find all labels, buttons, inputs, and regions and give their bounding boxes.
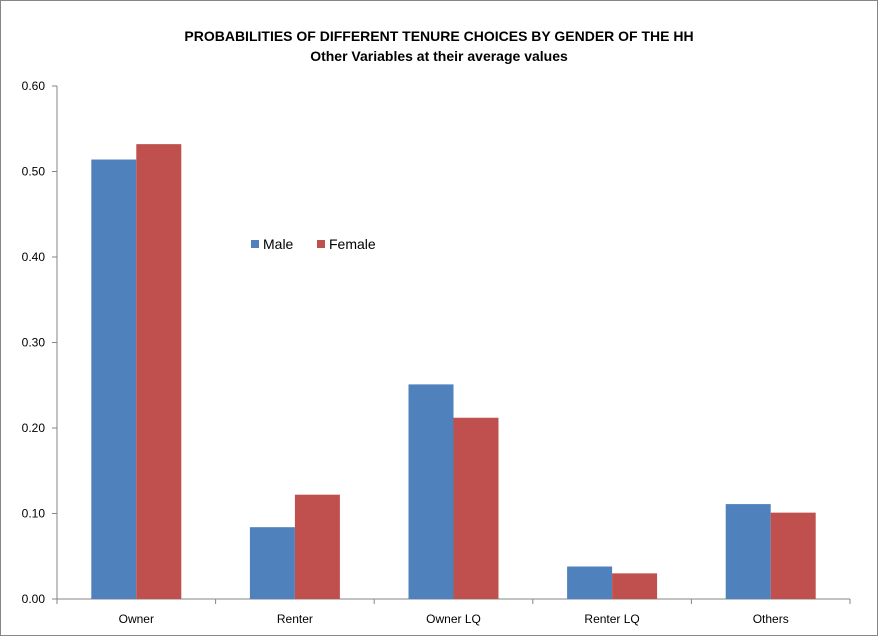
bars bbox=[91, 144, 816, 599]
chart-title-block: PROBABILITIES OF DIFFERENT TENURE CHOICE… bbox=[0, 26, 878, 66]
y-tick-label: 0.10 bbox=[22, 507, 46, 521]
y-tick-label: 0.50 bbox=[22, 165, 46, 179]
bar-male-owner bbox=[91, 159, 137, 599]
x-tick-label: Others bbox=[753, 612, 789, 626]
y-tick-label: 0.60 bbox=[22, 79, 46, 93]
y-tick-label: 0.00 bbox=[22, 592, 46, 606]
chart-subtitle: Other Variables at their average values bbox=[310, 48, 568, 64]
bar-male-renter bbox=[249, 527, 295, 599]
chart-title: PROBABILITIES OF DIFFERENT TENURE CHOICE… bbox=[184, 28, 694, 44]
bar-female-renter bbox=[294, 494, 340, 599]
bar-female-renter-lq bbox=[612, 573, 658, 599]
bar-male-others bbox=[725, 504, 771, 599]
legend: Male Female bbox=[251, 236, 376, 252]
bar-male-renter-lq bbox=[567, 566, 613, 599]
legend-swatch-female bbox=[317, 240, 325, 248]
y-tick-label: 0.20 bbox=[22, 421, 46, 435]
x-tick-label: Owner bbox=[119, 612, 154, 626]
x-tick-label: Renter bbox=[277, 612, 313, 626]
legend-swatch-male bbox=[251, 240, 259, 248]
legend-label-female: Female bbox=[329, 236, 376, 252]
x-tick-label: Owner LQ bbox=[426, 612, 481, 626]
bar-female-owner bbox=[136, 144, 182, 599]
y-tick-label: 0.40 bbox=[22, 250, 46, 264]
bar-female-owner-lq bbox=[453, 417, 499, 599]
bar-male-owner-lq bbox=[408, 384, 454, 599]
tick-labels: 0.00 0.10 0.20 0.30 0.40 0.50 0.60 Owner Renter O… bbox=[22, 79, 789, 626]
legend-label-male: Male bbox=[263, 236, 294, 252]
y-tick-label: 0.30 bbox=[22, 336, 46, 350]
bar-female-others bbox=[770, 512, 816, 599]
x-tick-label: Renter LQ bbox=[584, 612, 639, 626]
